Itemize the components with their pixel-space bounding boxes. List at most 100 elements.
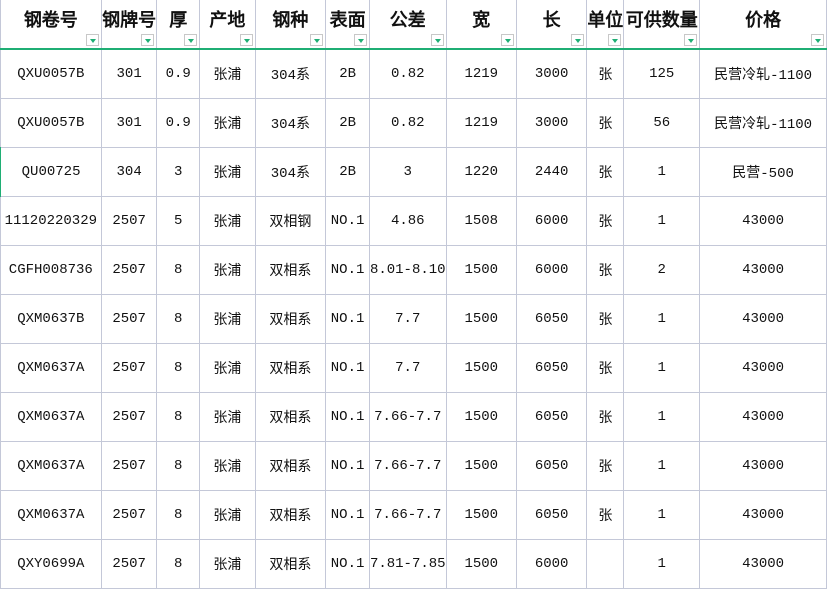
cell-quantity[interactable]: 1: [623, 147, 701, 197]
column-header-unit[interactable]: 单位: [586, 0, 625, 50]
cell-length[interactable]: 6050: [515, 392, 588, 442]
cell-steel-type[interactable]: 304系: [254, 48, 327, 99]
cell-quantity[interactable]: 1: [623, 196, 701, 246]
cell-origin[interactable]: 张浦: [199, 196, 256, 246]
cell-width[interactable]: 1219: [445, 98, 517, 148]
cell-tolerance[interactable]: 0.82: [368, 98, 447, 148]
cell-coil-no[interactable]: QXM0637A: [0, 490, 103, 540]
cell-thickness[interactable]: 0.9: [156, 48, 201, 99]
cell-length[interactable]: 6000: [515, 196, 588, 246]
filter-dropdown-icon[interactable]: [500, 34, 514, 46]
cell-thickness[interactable]: 8: [156, 441, 201, 491]
cell-surface[interactable]: NO.1: [325, 539, 370, 589]
cell-thickness[interactable]: 8: [156, 294, 201, 344]
cell-unit[interactable]: 张: [586, 196, 625, 246]
cell-coil-no[interactable]: QXM0637B: [0, 294, 103, 344]
column-header-grade[interactable]: 钢牌号: [101, 0, 158, 50]
cell-price[interactable]: 43000: [699, 539, 827, 589]
cell-width[interactable]: 1500: [445, 392, 517, 442]
cell-length[interactable]: 6050: [515, 294, 588, 344]
column-header-width[interactable]: 宽: [445, 0, 517, 50]
cell-width[interactable]: 1220: [445, 147, 517, 197]
cell-thickness[interactable]: 3: [156, 147, 201, 197]
cell-origin[interactable]: 张浦: [199, 343, 256, 393]
cell-unit[interactable]: [586, 539, 625, 589]
cell-price[interactable]: 43000: [699, 441, 827, 491]
cell-thickness[interactable]: 5: [156, 196, 201, 246]
filter-dropdown-icon[interactable]: [430, 34, 444, 46]
cell-coil-no[interactable]: CGFH008736: [0, 245, 103, 295]
cell-unit[interactable]: 张: [586, 441, 625, 491]
cell-length[interactable]: 3000: [515, 48, 588, 99]
cell-length[interactable]: 3000: [515, 98, 588, 148]
cell-length[interactable]: 2440: [515, 147, 588, 197]
cell-steel-type[interactable]: 双相系: [254, 245, 327, 295]
cell-grade[interactable]: 301: [101, 98, 158, 148]
cell-width[interactable]: 1500: [445, 539, 517, 589]
cell-steel-type[interactable]: 双相钢: [254, 196, 327, 246]
cell-origin[interactable]: 张浦: [199, 490, 256, 540]
cell-length[interactable]: 6050: [515, 490, 588, 540]
cell-origin[interactable]: 张浦: [199, 441, 256, 491]
cell-grade[interactable]: 2507: [101, 490, 158, 540]
cell-grade[interactable]: 301: [101, 48, 158, 99]
cell-surface[interactable]: 2B: [325, 48, 370, 99]
cell-origin[interactable]: 张浦: [199, 98, 256, 148]
cell-length[interactable]: 6050: [515, 441, 588, 491]
cell-price[interactable]: 43000: [699, 343, 827, 393]
cell-surface[interactable]: NO.1: [325, 441, 370, 491]
cell-tolerance[interactable]: 7.66-7.7: [368, 392, 447, 442]
cell-unit[interactable]: 张: [586, 245, 625, 295]
filter-dropdown-icon[interactable]: [184, 34, 198, 46]
cell-surface[interactable]: 2B: [325, 147, 370, 197]
cell-tolerance[interactable]: 4.86: [368, 196, 447, 246]
cell-tolerance[interactable]: 0.82: [368, 48, 447, 99]
cell-surface[interactable]: NO.1: [325, 294, 370, 344]
filter-dropdown-icon[interactable]: [811, 34, 824, 46]
cell-grade[interactable]: 2507: [101, 245, 158, 295]
cell-steel-type[interactable]: 双相系: [254, 392, 327, 442]
cell-tolerance[interactable]: 3: [368, 147, 447, 197]
cell-surface[interactable]: NO.1: [325, 392, 370, 442]
cell-coil-no[interactable]: QU00725: [0, 147, 103, 197]
cell-thickness[interactable]: 8: [156, 490, 201, 540]
cell-unit[interactable]: 张: [586, 294, 625, 344]
column-header-surface[interactable]: 表面: [325, 0, 370, 50]
cell-tolerance[interactable]: 7.66-7.7: [368, 490, 447, 540]
cell-unit[interactable]: 张: [586, 490, 625, 540]
cell-width[interactable]: 1500: [445, 441, 517, 491]
cell-tolerance[interactable]: 7.81-7.85: [368, 539, 447, 589]
cell-coil-no[interactable]: QXM0637A: [0, 392, 103, 442]
cell-origin[interactable]: 张浦: [199, 48, 256, 99]
cell-steel-type[interactable]: 304系: [254, 147, 327, 197]
cell-grade[interactable]: 2507: [101, 539, 158, 589]
cell-quantity[interactable]: 1: [623, 343, 701, 393]
cell-grade[interactable]: 2507: [101, 392, 158, 442]
filter-dropdown-icon[interactable]: [571, 34, 585, 46]
cell-price[interactable]: 民营冷轧-1100: [699, 48, 827, 99]
cell-steel-type[interactable]: 304系: [254, 98, 327, 148]
cell-thickness[interactable]: 8: [156, 343, 201, 393]
column-header-coil-no[interactable]: 钢卷号: [0, 0, 103, 50]
cell-price[interactable]: 43000: [699, 294, 827, 344]
cell-origin[interactable]: 张浦: [199, 539, 256, 589]
cell-steel-type[interactable]: 双相系: [254, 294, 327, 344]
cell-coil-no[interactable]: QXU0057B: [0, 48, 103, 99]
cell-grade[interactable]: 304: [101, 147, 158, 197]
cell-coil-no[interactable]: 11120220329: [0, 196, 103, 246]
column-header-thickness[interactable]: 厚: [156, 0, 201, 50]
filter-dropdown-icon[interactable]: [239, 34, 253, 46]
cell-origin[interactable]: 张浦: [199, 147, 256, 197]
cell-quantity[interactable]: 1: [623, 490, 701, 540]
cell-coil-no[interactable]: QXM0637A: [0, 441, 103, 491]
cell-width[interactable]: 1500: [445, 343, 517, 393]
cell-tolerance[interactable]: 7.7: [368, 294, 447, 344]
filter-dropdown-icon[interactable]: [310, 34, 324, 46]
cell-thickness[interactable]: 8: [156, 245, 201, 295]
cell-width[interactable]: 1500: [445, 245, 517, 295]
cell-thickness[interactable]: 0.9: [156, 98, 201, 148]
filter-dropdown-icon[interactable]: [141, 34, 155, 46]
cell-quantity[interactable]: 1: [623, 392, 701, 442]
cell-unit[interactable]: 张: [586, 392, 625, 442]
cell-quantity[interactable]: 1: [623, 441, 701, 491]
